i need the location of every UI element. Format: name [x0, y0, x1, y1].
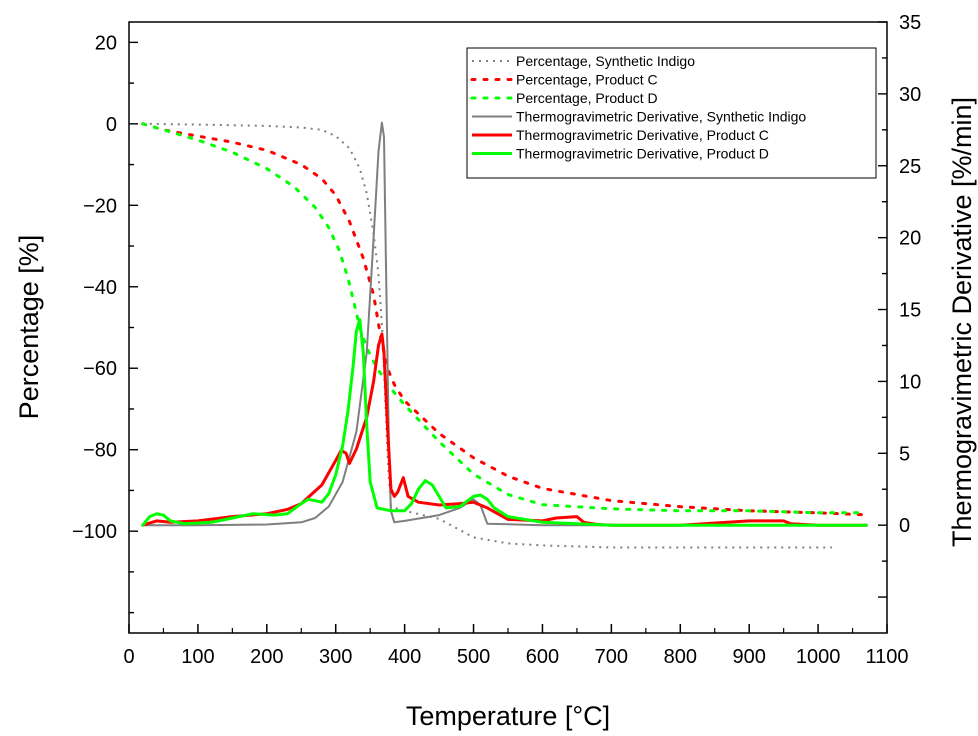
series-line-2 — [141, 122, 868, 515]
y-right-tick-label: 15 — [899, 300, 921, 322]
y-left-tick-label: −60 — [83, 358, 117, 380]
x-tick-label: 500 — [457, 646, 490, 668]
y-right-axis-title: Thermogravimetric Derivative [%/min] — [947, 97, 977, 547]
y-left-tick-label: −40 — [83, 277, 117, 299]
x-tick-label: 800 — [664, 646, 697, 668]
legend-box — [466, 47, 877, 179]
y-right-tick-label: 35 — [899, 12, 921, 34]
legend-label-1: Percentage, Product C — [516, 72, 658, 88]
x-tick-label: 600 — [526, 646, 559, 668]
x-tick-label: 400 — [388, 646, 421, 668]
y-right-tick-label: 5 — [899, 443, 910, 465]
x-tick-label: 0 — [123, 646, 134, 668]
y-left-tick-label: 20 — [95, 32, 117, 54]
legend-label-3: Thermogravimetric Derivative, Synthetic … — [516, 109, 806, 125]
legend-label-0: Percentage, Synthetic Indigo — [516, 53, 695, 69]
y-right-tick-label: 20 — [899, 228, 921, 250]
legend: Percentage, Synthetic Indigo Percentage, … — [466, 47, 877, 179]
y-left-tick-label: −80 — [83, 440, 117, 462]
y-right-tick-label: 0 — [899, 515, 910, 537]
legend-label-2: Percentage, Product D — [516, 90, 658, 106]
legend-label-5: Thermogravimetric Derivative, Product D — [516, 146, 769, 162]
y-left-axis-ticks: 20 0 −20 −40 −60 −80 −100 — [72, 32, 138, 614]
y-right-tick-label: 10 — [899, 371, 921, 393]
x-tick-label: 900 — [732, 646, 765, 668]
y-left-tick-label: −20 — [83, 195, 117, 217]
y-left-axis-title: Percentage [%] — [14, 235, 44, 420]
y-right-tick-label: 30 — [899, 84, 921, 106]
series-layer — [141, 121, 868, 549]
x-axis-title: Temperature [°C] — [406, 701, 610, 731]
x-tick-label: 1000 — [796, 646, 841, 668]
series-line-4 — [141, 332, 868, 527]
y-right-axis-ticks: 35 30 25 20 15 10 5 0 — [878, 12, 921, 598]
legend-label-4: Thermogravimetric Derivative, Product C — [516, 127, 769, 143]
series-line-5 — [141, 318, 868, 527]
x-tick-label: 1100 — [865, 646, 908, 668]
series-line-1 — [141, 122, 868, 517]
y-left-tick-label: −100 — [72, 521, 117, 543]
y-right-tick-label: 25 — [899, 156, 921, 178]
x-tick-label: 700 — [595, 646, 628, 668]
y-left-tick-label: 0 — [106, 114, 117, 136]
x-tick-label: 300 — [319, 646, 352, 668]
x-tick-label: 200 — [250, 646, 283, 668]
x-axis-ticks: 0 100 200 300 400 500 600 700 800 900 1000 1100 — [123, 624, 909, 668]
series-line-3 — [141, 121, 868, 527]
x-tick-label: 100 — [181, 646, 214, 668]
